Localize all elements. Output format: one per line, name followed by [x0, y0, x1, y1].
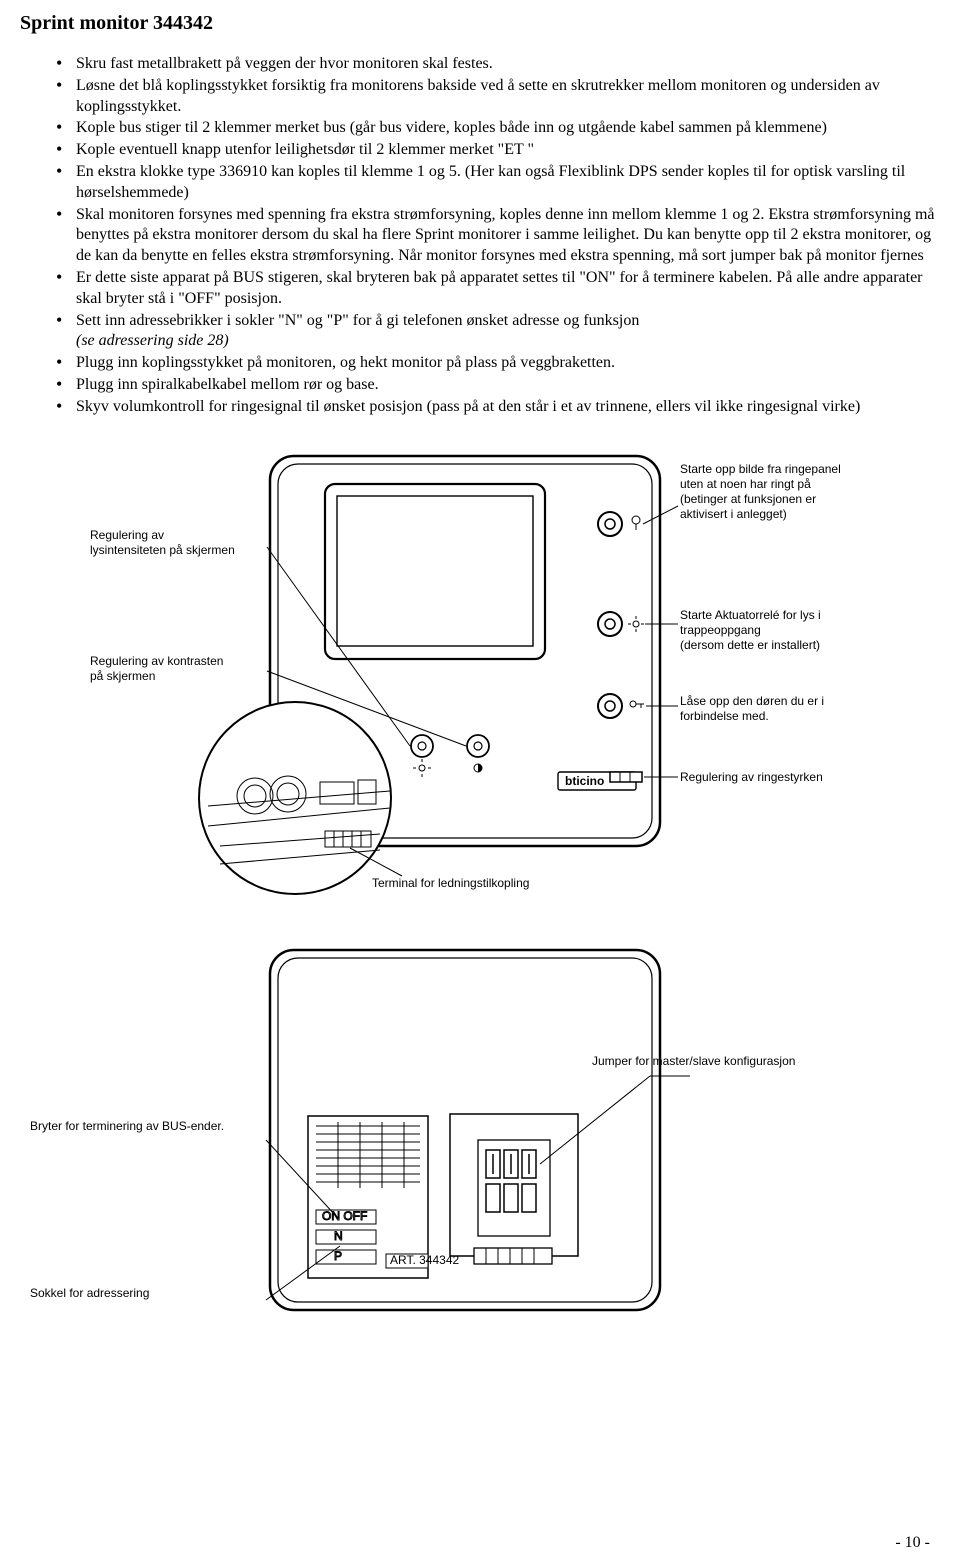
list-item: Skal monitoren forsynes med spenning fra…: [76, 205, 940, 267]
list-item: Er dette siste apparat på BUS stigeren, …: [76, 268, 940, 310]
monitor-back-diagram: ON OFF N P ART. 344342: [90, 930, 870, 1350]
label-address-socket: Sokkel for adressering: [30, 1286, 149, 1301]
art-label: ART. 344342: [390, 1253, 459, 1267]
list-item: Skyv volumkontroll for ringesignal til ø…: [76, 397, 940, 418]
page-title: Sprint monitor 344342: [20, 10, 940, 36]
list-item: Skru fast metallbrakett på veggen der hv…: [76, 54, 940, 75]
logo-text: bticino: [565, 774, 604, 788]
svg-text:P: P: [334, 1249, 342, 1263]
label-ring-volume: Regulering av ringestyrken: [680, 770, 823, 785]
label-actuator: Starte Aktuatorrelé for lys i trappeoppg…: [680, 608, 870, 653]
list-item: Plugg inn spiralkabelkabel mellom rør og…: [76, 375, 940, 396]
instruction-list: Skru fast metallbrakett på veggen der hv…: [20, 54, 940, 418]
label-brightness: Regulering avlysintensiteten på skjermen: [90, 528, 235, 558]
list-item: Sett inn adressebrikker i sokler "N" og …: [76, 311, 940, 353]
label-contrast: Regulering av kontrastenpå skjermen: [90, 654, 223, 684]
list-item-text: Sett inn adressebrikker i sokler "N" og …: [76, 312, 639, 329]
diagram-container: bticino: [90, 436, 870, 1351]
label-bus-termination: Bryter for terminering av BUS-ender.: [30, 1119, 260, 1134]
svg-text:ON OFF: ON OFF: [322, 1209, 367, 1223]
svg-text:N: N: [334, 1229, 343, 1243]
label-unlock: Låse opp den døren du er i forbindelse m…: [680, 694, 870, 724]
list-item: Kople bus stiger til 2 klemmer merket bu…: [76, 118, 940, 139]
page-number: - 10 -: [895, 1533, 930, 1554]
list-item: Kople eventuell knapp utenfor leilighets…: [76, 140, 940, 161]
label-terminal: Terminal for ledningstilkopling: [372, 876, 529, 891]
reference-text: (se adressering side 28): [76, 332, 229, 349]
list-item: Plugg inn koplingsstykket på monitoren, …: [76, 353, 940, 374]
list-item: En ekstra klokke type 336910 kan koples …: [76, 162, 940, 204]
label-start-picture: Starte opp bilde fra ringepanel uten at …: [680, 462, 870, 522]
label-jumper: Jumper for master/slave konfigurasjon: [592, 1054, 795, 1069]
list-item: Løsne det blå koplingsstykket forsiktig …: [76, 76, 940, 118]
